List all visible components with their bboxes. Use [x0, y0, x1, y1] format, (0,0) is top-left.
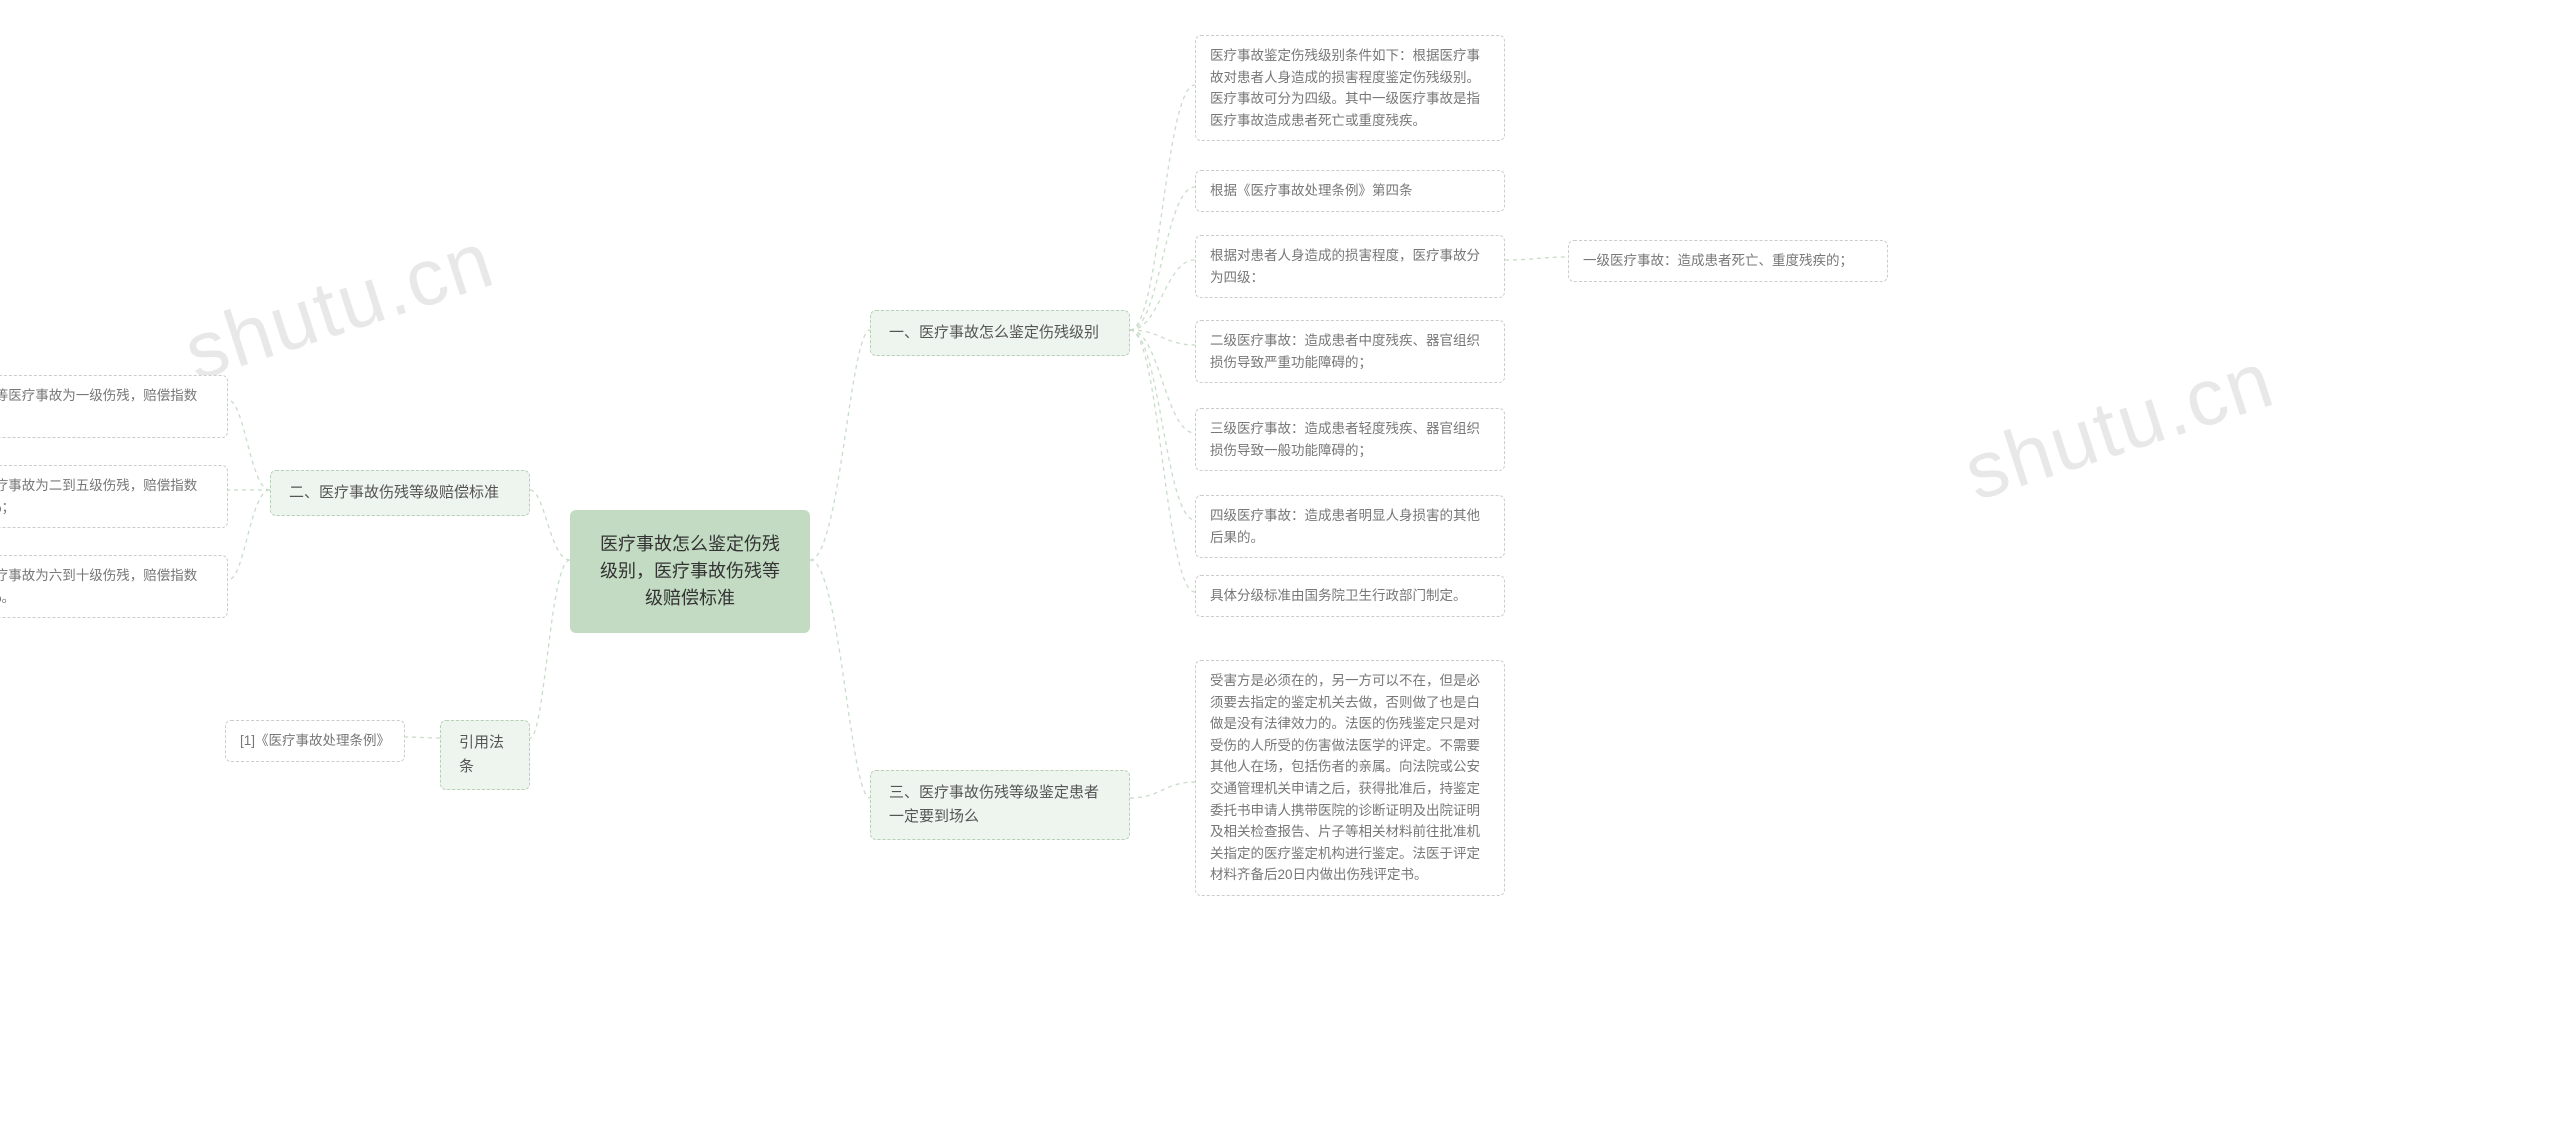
branch-section-1: 一、医疗事故怎么鉴定伤残级别 [870, 310, 1130, 356]
watermark: shutu.cn [1954, 333, 2285, 519]
leaf-l1-2: 3.三级医疗事故为六到十级伤残，赔偿指数50%-10%。 [0, 555, 228, 618]
branch-section-2: 二、医疗事故伤残等级赔偿标准 [270, 470, 530, 516]
leaf-r2-0: 受害方是必须在的，另一方可以不在，但是必须要去指定的鉴定机关去做，否则做了也是白… [1195, 660, 1505, 896]
branch-citation: 引用法条 [440, 720, 530, 790]
leaf-l2-0: [1]《医疗事故处理条例》 [225, 720, 405, 762]
leaf-r1-2-child: 一级医疗事故：造成患者死亡、重度残疾的； [1568, 240, 1888, 282]
watermark: shutu.cn [174, 213, 505, 399]
leaf-r1-0: 医疗事故鉴定伤残级别条件如下：根据医疗事故对患者人身造成的损害程度鉴定伤残级别。… [1195, 35, 1505, 141]
branch-section-3: 三、医疗事故伤残等级鉴定患者一定要到场么 [870, 770, 1130, 840]
leaf-r1-4: 三级医疗事故：造成患者轻度残疾、器官组织损伤导致一般功能障碍的； [1195, 408, 1505, 471]
leaf-r1-2: 根据对患者人身造成的损害程度，医疗事故分为四级： [1195, 235, 1505, 298]
center-node: 医疗事故怎么鉴定伤残级别，医疗事故伤残等级赔偿标准 [570, 510, 810, 633]
leaf-l1-1: 2.二级医疗事故为二到五级伤残，赔偿指数90%-60%； [0, 465, 228, 528]
leaf-r1-1: 根据《医疗事故处理条例》第四条 [1195, 170, 1505, 212]
leaf-r1-6: 具体分级标准由国务院卫生行政部门制定。 [1195, 575, 1505, 617]
leaf-l1-0: 1.一级乙等医疗事故为一级伤残，赔偿指数100%； [0, 375, 228, 438]
leaf-r1-5: 四级医疗事故：造成患者明显人身损害的其他后果的。 [1195, 495, 1505, 558]
leaf-r1-3: 二级医疗事故：造成患者中度残疾、器官组织损伤导致严重功能障碍的； [1195, 320, 1505, 383]
